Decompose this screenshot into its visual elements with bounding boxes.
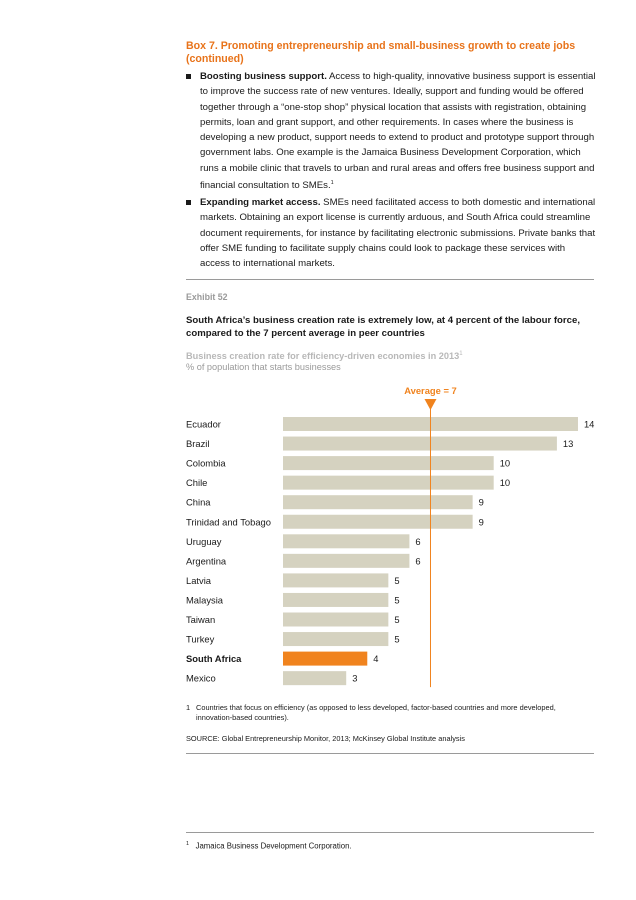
category-label: Trinidad and Tobago [186,516,271,527]
chart-footnote: 1 Countries that focus on efficiency (as… [186,703,586,722]
value-label: 5 [394,594,399,605]
exhibit-label: Exhibit 52 [186,292,228,302]
average-marker [424,399,437,410]
value-label: 14 [584,419,594,430]
chart-source: SOURCE: Global Entrepreneurship Monitor,… [186,734,465,743]
exhibit-title: South Africa’s business creation rate is… [186,315,580,339]
value-label: 5 [394,614,399,625]
box-title: Box 7. Promoting entrepreneurship and sm… [186,40,576,65]
bar-uruguay [283,534,410,549]
value-label: 10 [500,477,510,488]
value-label: 6 [415,536,420,547]
value-label: 4 [373,653,378,664]
bullet-marker [186,200,191,205]
chart-footnote-number: 1 [186,703,191,712]
category-label: Turkey [186,634,215,645]
bar-trinidad-and-tobago [283,514,473,529]
bullet-text: Access to high-quality, innovative busin… [200,71,596,192]
chart-subtitle-note: 1 [459,351,463,357]
bar-turkey [283,632,389,647]
category-label: Ecuador [186,419,221,430]
divider [186,753,594,754]
bar-argentina [283,553,410,568]
category-label: China [186,497,211,508]
bullet-lead: Expanding market access. [200,197,321,208]
chart-units: % of population that starts businesses [186,362,341,372]
bar-south-africa [283,651,368,666]
bullet-lead: Boosting business support. [200,71,327,82]
page-footnote: 1 Jamaica Business Development Corporati… [186,841,352,851]
bar-latvia [283,573,389,588]
value-label: 9 [479,497,484,508]
bullet-marker [186,74,191,79]
bar-malaysia [283,592,389,607]
bullet-note: 1 [330,180,334,187]
category-label: Colombia [186,458,226,469]
category-label: Taiwan [186,614,215,625]
value-label: 6 [415,555,420,566]
value-label: 5 [394,634,399,645]
value-label: 10 [500,458,510,469]
bar-mexico [283,671,347,686]
divider [186,279,594,280]
bullet-business-support: Boosting business support. Access to hig… [186,69,596,194]
bar-colombia [283,456,494,471]
value-label: 5 [394,575,399,586]
bullet-market-access: Expanding market access. SMEs need facil… [186,195,596,271]
page-footnote-number: 1 [186,841,190,847]
category-label: Brazil [186,438,209,449]
chart-footnote-text: Countries that focus on efficiency (as o… [196,703,556,722]
average-label: Average = 7 [404,385,457,396]
category-label: Chile [186,477,207,488]
bar-brazil [283,436,557,451]
value-label: 13 [563,438,573,449]
bar-chart: Ecuador 14 Brazil 13 Colombia 10 Chile 10 China 9… [186,385,594,688]
divider [186,832,594,833]
value-label: 9 [479,516,484,527]
bar-taiwan [283,612,389,627]
chart-subtitle: Business creation rate for efficiency-dr… [186,351,463,361]
value-label: 3 [352,673,357,684]
bar-china [283,495,473,510]
category-label: Argentina [186,555,227,566]
bullet-text: SMEs need facilitated access to both dom… [200,197,596,270]
category-label: Latvia [186,575,212,586]
category-label: Mexico [186,673,216,684]
bar-chile [283,475,494,490]
chart-subtitle-text: Business creation rate for efficiency-dr… [186,351,460,362]
page-footnote-text: Jamaica Business Development Corporation… [195,841,352,851]
category-label: Uruguay [186,536,222,547]
category-label: South Africa [186,653,242,664]
category-label: Malaysia [186,594,224,605]
